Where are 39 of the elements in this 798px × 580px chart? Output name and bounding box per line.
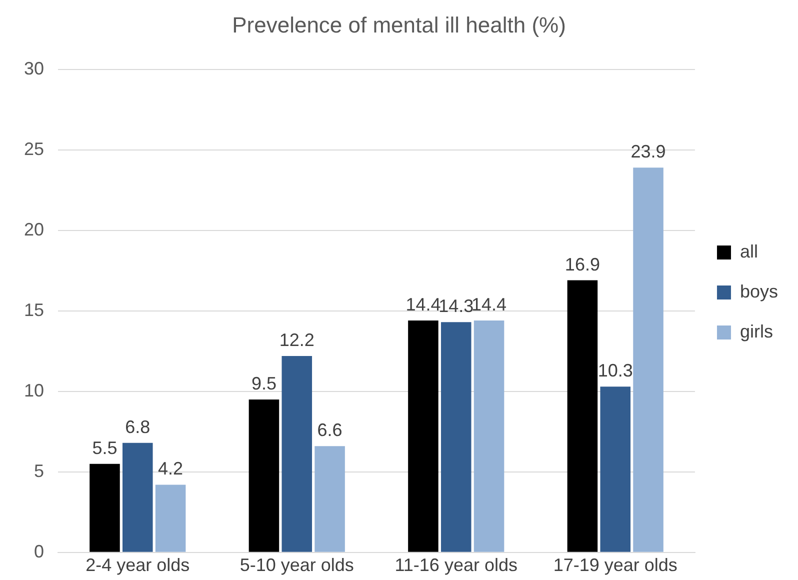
- data-label: 6.6: [317, 420, 342, 440]
- y-tick-label: 20: [24, 219, 44, 240]
- x-tick-label: 2-4 year olds: [86, 555, 190, 576]
- x-tick-label: 5-10 year olds: [240, 555, 354, 576]
- bar: [440, 322, 472, 552]
- bar: [282, 356, 312, 552]
- data-label: 9.5: [251, 373, 276, 394]
- x-tick-label: 17-19 year olds: [553, 555, 678, 576]
- data-label: 10.3: [598, 360, 633, 381]
- y-tick-label: 30: [24, 58, 44, 78]
- y-tick-label: 0: [34, 541, 44, 562]
- x-tick-label: 11-16 year olds: [394, 555, 518, 576]
- data-label: 23.9: [630, 142, 666, 162]
- legend-label: all: [740, 241, 758, 262]
- bar: [90, 464, 120, 552]
- data-label: 5.5: [92, 438, 118, 458]
- bar: [633, 168, 664, 552]
- data-label: 14.3: [438, 296, 474, 316]
- data-label: 4.2: [158, 458, 184, 479]
- bar: [248, 399, 280, 552]
- bar: [567, 280, 598, 552]
- legend-label: boys: [740, 281, 778, 302]
- bar: [155, 484, 186, 552]
- y-tick-label: 25: [24, 138, 44, 159]
- data-label: 12.2: [279, 330, 314, 350]
- chart-title: Prevelence of mental ill health (%): [232, 12, 566, 38]
- y-tick-label: 15: [24, 300, 44, 320]
- y-tick-label: 10: [24, 380, 44, 400]
- bar: [314, 446, 345, 552]
- y-tick-label: 5: [34, 460, 44, 481]
- bar: [600, 386, 630, 552]
- data-label: 16.9: [564, 254, 600, 274]
- legend-label: girls: [740, 321, 773, 342]
- data-label: 6.8: [125, 416, 150, 437]
- data-label: 14.4: [472, 294, 507, 315]
- bar: [474, 320, 504, 552]
- bar: [122, 442, 153, 552]
- data-label: 14.4: [406, 294, 441, 315]
- bar: [408, 320, 438, 552]
